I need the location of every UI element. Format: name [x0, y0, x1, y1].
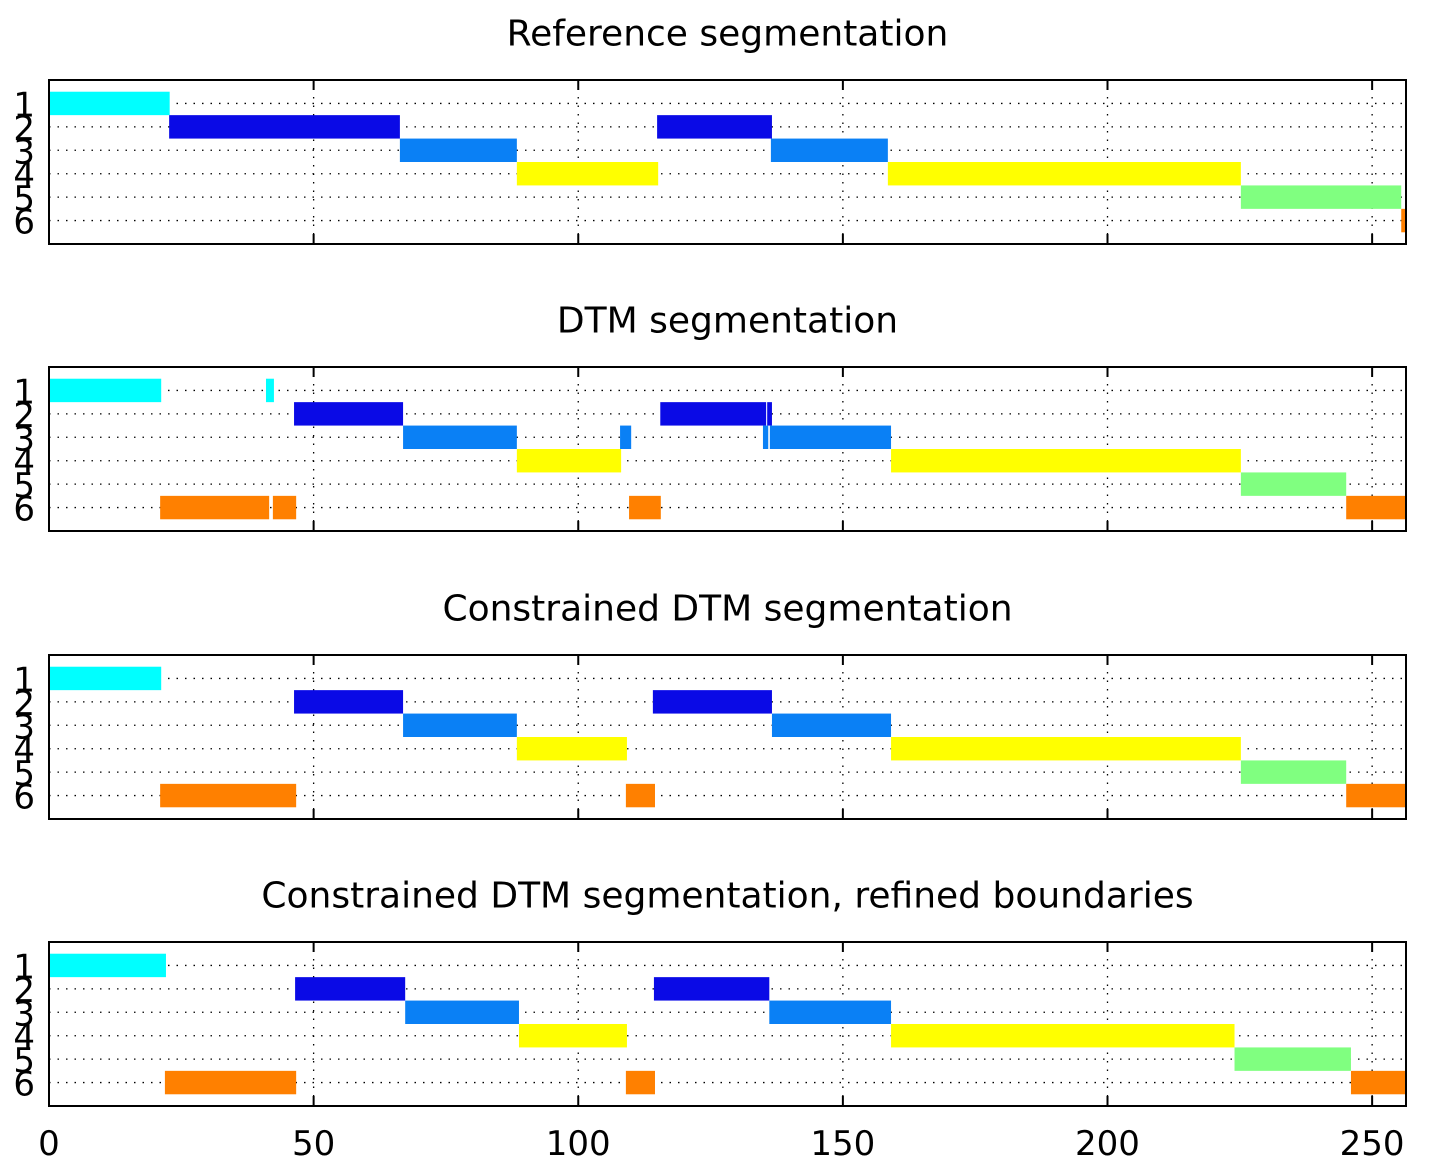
y-tick-label: 5 [13, 1041, 35, 1081]
segment [887, 162, 1241, 186]
segment [1401, 208, 1406, 233]
segment [49, 91, 170, 116]
segment [265, 378, 274, 403]
y-tick-label: 1 [13, 660, 35, 700]
segment [49, 953, 166, 978]
segment [653, 977, 770, 1001]
y-tick-label: 1 [13, 947, 35, 987]
segment [1240, 472, 1347, 496]
y-tick-label: 5 [13, 466, 35, 506]
segment [518, 1024, 627, 1048]
axes-box [48, 79, 1407, 245]
segment [405, 1000, 519, 1024]
y-tick-label: 3 [13, 994, 35, 1034]
segment [49, 378, 162, 403]
segment [399, 138, 517, 162]
segment [169, 115, 400, 139]
segment [629, 495, 661, 520]
segment [1350, 1070, 1406, 1095]
segment [891, 1024, 1235, 1048]
y-tick-label: 2 [13, 684, 35, 724]
y-tick-label: 3 [13, 419, 35, 459]
axes-box [48, 654, 1407, 820]
x-tick-label: 150 [810, 1124, 875, 1164]
segment [771, 713, 892, 737]
x-tick-label: 100 [546, 1124, 611, 1164]
segment [769, 1000, 892, 1024]
y-tick-label: 6 [13, 1065, 35, 1105]
y-tick-label: 4 [13, 156, 35, 196]
y-tick-label: 2 [13, 396, 35, 436]
chart-title: Reference segmentation [507, 14, 949, 55]
y-tick-label: 1 [13, 372, 35, 412]
y-tick-label: 4 [13, 731, 35, 771]
segment [891, 449, 1241, 473]
segment [294, 402, 404, 426]
y-tick-label: 3 [13, 132, 35, 172]
segment [625, 1070, 655, 1095]
segment [49, 666, 162, 691]
segment [516, 737, 627, 761]
segment [1346, 495, 1406, 520]
y-tick-label: 6 [13, 203, 35, 243]
x-tick-label: 200 [1075, 1124, 1140, 1164]
y-tick-label: 4 [13, 1018, 35, 1058]
segment [516, 449, 622, 473]
x-tick-label: 250 [1340, 1124, 1405, 1164]
x-tick-label: 0 [38, 1124, 60, 1164]
segment [160, 495, 270, 520]
segment [767, 402, 772, 426]
x-tick-label: 50 [292, 1124, 335, 1164]
segment [1240, 760, 1347, 784]
segment [770, 138, 888, 162]
segment [164, 1070, 297, 1095]
segment [769, 425, 892, 449]
segment [272, 495, 297, 520]
chart-title: Constrained DTM segmentation, refined bo… [261, 876, 1193, 917]
segment [403, 425, 517, 449]
y-tick-label: 6 [13, 490, 35, 530]
segment [657, 115, 772, 139]
y-tick-label: 5 [13, 179, 35, 219]
segment [652, 690, 772, 714]
segment [891, 737, 1241, 761]
segment [625, 783, 655, 808]
y-tick-label: 1 [13, 85, 35, 125]
axes-box [48, 366, 1407, 532]
segment [403, 713, 517, 737]
axes-box [48, 941, 1407, 1107]
segment [160, 783, 297, 808]
segment [295, 977, 406, 1001]
segment [1234, 1047, 1351, 1071]
y-tick-label: 5 [13, 754, 35, 794]
segment [762, 425, 769, 449]
segment [516, 162, 659, 186]
chart-title: DTM segmentation [557, 301, 898, 342]
segment [660, 402, 767, 426]
y-tick-label: 6 [13, 778, 35, 818]
segment [1240, 185, 1402, 209]
y-tick-label: 4 [13, 443, 35, 483]
segment [620, 425, 632, 449]
segment [1346, 783, 1406, 808]
y-tick-label: 3 [13, 707, 35, 747]
chart-title: Constrained DTM segmentation [442, 589, 1012, 630]
y-tick-label: 2 [13, 109, 35, 149]
y-tick-label: 2 [13, 971, 35, 1011]
segment [294, 690, 404, 714]
